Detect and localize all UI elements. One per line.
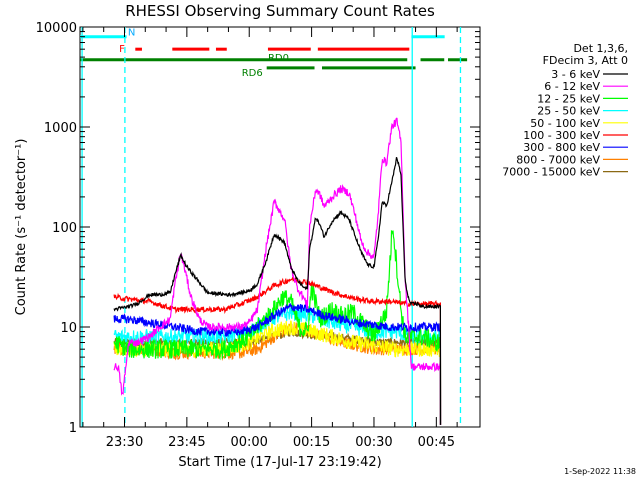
- flag-label-decimation: RD0: [268, 53, 289, 64]
- x-tick-label: 00:00: [230, 435, 267, 450]
- footer-date: 1-Sep-2022 11:38: [564, 467, 636, 476]
- y-tick-label: 1: [69, 421, 77, 436]
- y-tick-label: 100: [52, 221, 77, 236]
- series-line-2: [113, 229, 442, 425]
- legend-header: Det 1,3,6,: [573, 42, 628, 55]
- x-tick-label: 00:15: [293, 435, 330, 450]
- x-tick-label: 00:30: [355, 435, 392, 450]
- series-line-7: [113, 320, 442, 425]
- legend-label: 7000 - 15000 keV: [502, 166, 600, 179]
- flag-label-rear-decimation: RD6: [242, 68, 263, 79]
- legend-label: 800 - 7000 keV: [516, 153, 600, 166]
- y-tick-label: 10: [60, 321, 77, 336]
- series-layer: [113, 117, 442, 425]
- series-line-5: [113, 276, 442, 425]
- legend-label: 300 - 800 keV: [523, 141, 600, 154]
- x-tick-label: 00:45: [418, 435, 455, 450]
- x-tick-label: 23:30: [106, 435, 143, 450]
- y-axis: 10000 1000 100 10 1: [36, 21, 480, 436]
- x-axis: 23:30 23:45 00:00 00:15 00:30 00:45: [82, 27, 458, 450]
- series-line-4: [113, 320, 442, 425]
- legend-label: 50 - 100 keV: [530, 117, 600, 130]
- flags-layer: NF RD0 RD6: [80, 28, 468, 79]
- legend-label: 100 - 300 keV: [523, 129, 600, 142]
- flag-label-flare: F: [119, 44, 125, 55]
- flag-label-night: N: [128, 28, 135, 39]
- legend-header: FDecim 3, Att 0: [543, 54, 628, 67]
- y-tick-label: 1000: [44, 121, 77, 136]
- legend-label: 3 - 6 keV: [551, 68, 600, 81]
- series-line-1: [113, 117, 442, 425]
- y-axis-label: Count Rate (s⁻¹ detector⁻¹): [14, 139, 29, 316]
- chart-title: RHESSI Observing Summary Count Rates: [125, 2, 435, 20]
- legend-label: 6 - 12 keV: [544, 80, 600, 93]
- x-axis-label: Start Time (17-Jul-17 23:19:42): [178, 455, 381, 470]
- series-line-0: [113, 157, 442, 425]
- legend-label: 25 - 50 keV: [537, 105, 600, 118]
- x-tick-label: 23:45: [168, 435, 205, 450]
- legend-label: 12 - 25 keV: [537, 92, 600, 105]
- y-tick-label: 10000: [36, 21, 77, 36]
